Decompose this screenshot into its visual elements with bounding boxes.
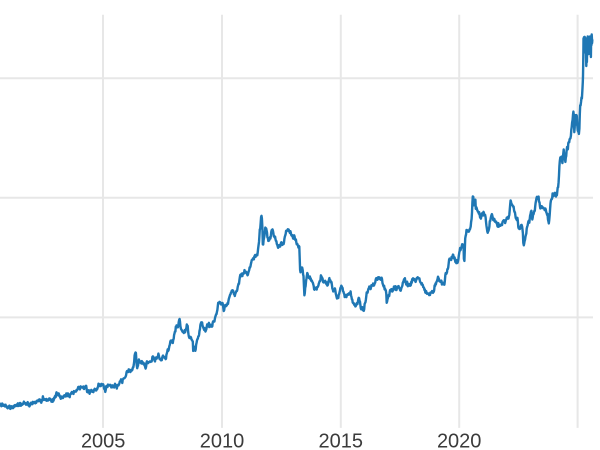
svg-text:2005: 2005	[81, 431, 126, 450]
svg-text:2020: 2020	[437, 431, 482, 450]
svg-text:2015: 2015	[319, 431, 364, 450]
svg-text:2010: 2010	[200, 431, 245, 450]
